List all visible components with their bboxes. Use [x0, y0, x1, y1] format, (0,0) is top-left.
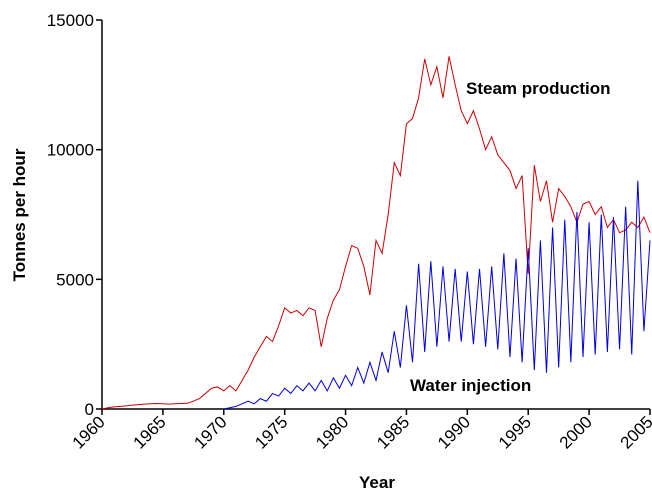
x-tick-label: 1975	[251, 412, 291, 452]
x-tick-label: 1965	[130, 412, 170, 452]
y-tick-label: 15000	[47, 11, 94, 30]
x-tick-label: 1980	[312, 412, 352, 452]
annotation: Water injection	[410, 376, 531, 395]
x-tick-label: 2000	[556, 412, 596, 452]
data-line	[223, 180, 651, 410]
x-tick-label: 1960	[69, 412, 109, 452]
x-tick-label: 2005	[617, 412, 652, 452]
x-axis-label: Year	[359, 473, 395, 492]
x-tick-label: 1990	[434, 412, 474, 452]
x-tick-label: 1970	[190, 412, 230, 452]
y-tick-label: 10000	[47, 141, 94, 160]
y-tick-label: 0	[85, 400, 94, 419]
y-axis-label: Tonnes per hour	[10, 148, 29, 281]
x-tick-label: 1985	[373, 412, 413, 452]
x-tick-label: 1995	[495, 412, 535, 452]
data-line	[101, 56, 651, 410]
y-tick-label: 5000	[56, 270, 94, 289]
annotation: Steam production	[466, 79, 611, 98]
